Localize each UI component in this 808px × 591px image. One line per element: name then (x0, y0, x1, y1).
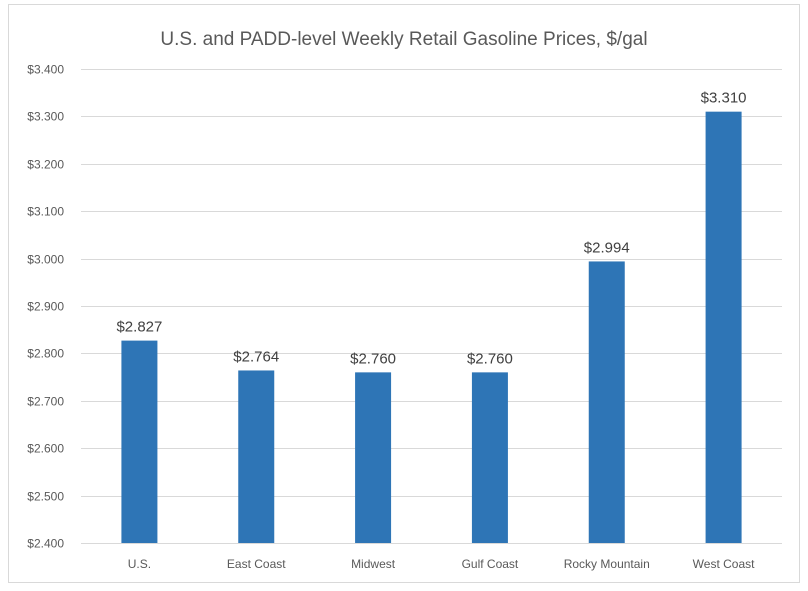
y-tick-label: $2.800 (27, 347, 64, 361)
x-tick-label: U.S. (128, 557, 151, 571)
y-tick-label: $3.400 (27, 63, 64, 77)
gridlines (81, 69, 782, 544)
y-axis: $2.400 $2.500 $2.600 $2.700 $2.800 $2.900 $3.0… (27, 63, 64, 551)
chart-title: U.S. and PADD-level Weekly Retail Gasoli… (160, 29, 647, 50)
data-label: $2.994 (584, 239, 630, 256)
x-tick-label: East Coast (227, 557, 286, 571)
y-tick-label: $2.900 (27, 300, 64, 314)
y-tick-label: $3.300 (27, 110, 64, 124)
x-axis: U.S. East Coast Midwest Gulf Coast Rocky Mou… (128, 557, 755, 571)
y-tick-label: $3.000 (27, 253, 64, 267)
data-label: $3.310 (701, 90, 747, 107)
y-tick-label: $3.100 (27, 205, 64, 219)
y-tick-label: $2.600 (27, 442, 64, 456)
x-tick-label: Gulf Coast (462, 557, 519, 571)
bar (471, 372, 508, 543)
y-tick-label: $2.400 (27, 537, 64, 551)
data-label: $2.764 (233, 348, 279, 365)
y-tick-label: $2.500 (27, 490, 64, 504)
x-tick-label: Midwest (351, 557, 396, 571)
data-label: $2.760 (350, 350, 396, 367)
bar (238, 370, 275, 543)
y-tick-label: $2.700 (27, 395, 64, 409)
bars: $2.827 $2.764 $2.760 $2.760 $2.994 $3.310 (116, 90, 747, 543)
x-tick-label: Rocky Mountain (564, 557, 650, 571)
bar (705, 111, 742, 543)
chart-frame (8, 4, 800, 583)
bar (121, 340, 158, 543)
y-tick-label: $3.200 (27, 158, 64, 172)
x-tick-label: West Coast (693, 557, 755, 571)
bar (588, 261, 625, 543)
data-label: $2.827 (116, 319, 162, 336)
data-label: $2.760 (467, 350, 513, 367)
bar (355, 372, 392, 543)
